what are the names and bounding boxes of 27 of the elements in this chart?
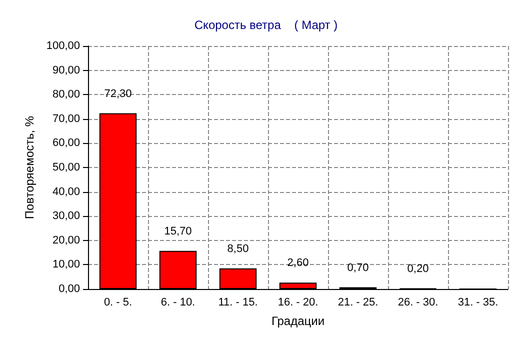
x-tick-label: 26. - 30. <box>398 296 438 308</box>
data-label: 15,70 <box>164 225 192 238</box>
data-label: 72,30 <box>104 88 132 100</box>
data-label: 8,50 <box>227 242 249 255</box>
chart-title: Скорость ветра ( Март ) <box>194 18 338 32</box>
x-tick-label: 6. - 10. <box>160 296 196 308</box>
y-tick-label: 30,00 <box>52 210 80 222</box>
y-tick-label: 50,00 <box>52 162 80 174</box>
y-tick-label: 10,00 <box>52 258 80 271</box>
y-tick-label: 70,00 <box>52 112 80 125</box>
data-label: 0,70 <box>347 262 369 274</box>
y-tick-label: 60,00 <box>52 137 80 150</box>
x-tick-label: 21. - 25. <box>338 296 378 308</box>
data-label: 2,60 <box>287 257 309 270</box>
x-tick-label: 31. - 35. <box>458 296 498 308</box>
data-label: 0,20 <box>407 262 429 275</box>
y-tick-label: 40,00 <box>52 186 80 198</box>
y-tick-label: 90,00 <box>52 64 80 76</box>
y-tick-label: 100,00 <box>46 40 80 52</box>
y-axis-title: Повторяемость, % <box>22 116 36 220</box>
x-tick-label: 11. - 15. <box>218 296 258 308</box>
y-tick-label: 0,00 <box>58 283 80 295</box>
x-tick-label: 16. - 20. <box>278 296 318 308</box>
x-tick-label: 0. - 5. <box>104 296 132 308</box>
y-tick-label: 80,00 <box>52 88 80 101</box>
x-axis-title: Градации <box>271 314 325 328</box>
y-tick-label: 20,00 <box>52 234 80 246</box>
